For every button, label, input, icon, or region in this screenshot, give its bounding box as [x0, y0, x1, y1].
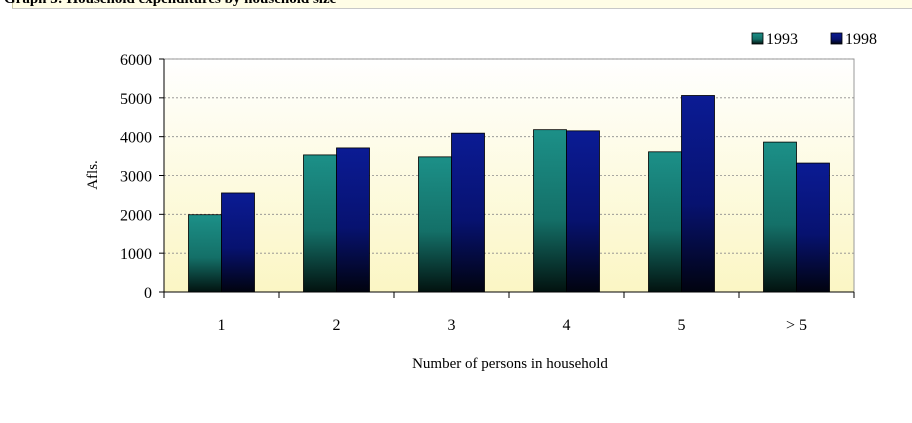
y-tick-label: 4000	[120, 130, 152, 147]
x-tick-label: 4	[563, 317, 571, 334]
bar-1998-3	[451, 132, 485, 293]
bar-1998-4	[566, 130, 600, 293]
legend-swatch-1993	[751, 32, 764, 45]
y-tick-label: 1000	[120, 246, 152, 263]
x-tick-label: 5	[678, 317, 686, 334]
bar-1998-5	[681, 95, 715, 293]
bar-1993-2	[303, 154, 337, 293]
bar-1993-1	[188, 214, 222, 293]
bar-1993-4	[533, 129, 567, 293]
x-axis-label: Number of persons in household	[412, 356, 608, 372]
legend: 1993 1998	[751, 31, 877, 48]
x-tick-label: 1	[218, 317, 226, 334]
bar-1998-1	[221, 192, 255, 293]
legend-label-1998: 1998	[845, 31, 877, 48]
page-title: Graph 3: Household expenditures by house…	[4, 0, 336, 8]
y-tick-label: 6000	[120, 52, 152, 69]
bar-1993-5	[648, 151, 682, 293]
bar-1993-> 5	[763, 141, 797, 293]
y-tick-label: 2000	[120, 207, 152, 224]
x-tick-label: 3	[448, 317, 456, 334]
y-tick-label: 5000	[120, 91, 152, 108]
bar-1993-3	[418, 156, 452, 293]
bar-1998-2	[336, 147, 370, 293]
legend-swatch-1998	[830, 32, 843, 45]
x-tick-label: > 5	[786, 317, 807, 334]
legend-label-1993: 1993	[766, 31, 798, 48]
y-axis-label: Afls.	[85, 160, 101, 190]
bar-1998-> 5	[796, 162, 830, 293]
y-tick-label: 0	[144, 285, 152, 302]
x-tick-label: 2	[333, 317, 341, 334]
y-tick-label: 3000	[120, 169, 152, 186]
